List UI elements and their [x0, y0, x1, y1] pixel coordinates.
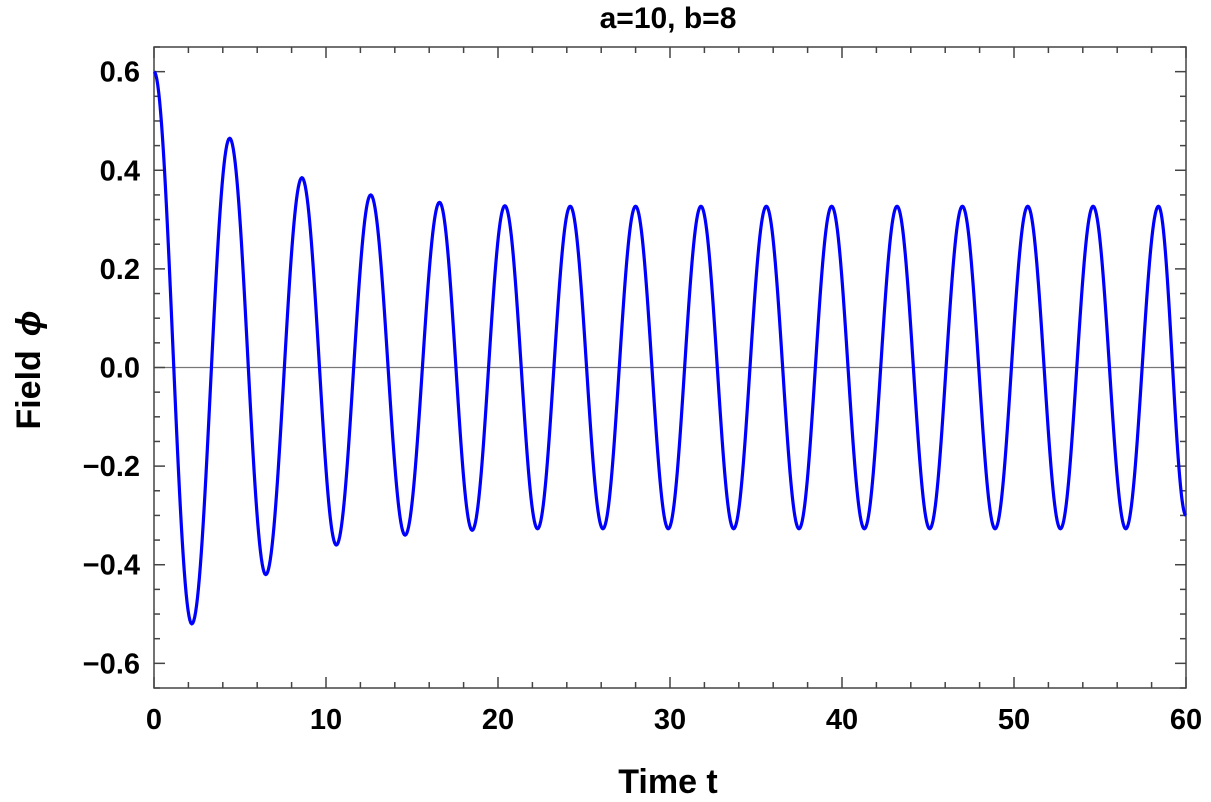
series-layer — [152, 70, 1187, 626]
series-line — [152, 70, 1187, 626]
tick-labels: 0 10 20 30 40 50 60 −0.6 −0.4 −0.2 0.0 0.2 0.4 0.6 — [83, 57, 1202, 736]
y-tick-label: 0.4 — [100, 155, 140, 187]
x-tick-label: 50 — [998, 704, 1030, 736]
y-tick-label: −0.4 — [83, 550, 140, 582]
x-axis-title: Time t — [618, 763, 718, 801]
x-tick-label: 0 — [146, 704, 162, 736]
y-tick-label: 0.2 — [100, 254, 140, 286]
x-tick-label: 40 — [826, 704, 858, 736]
y-axis-title-symbol: ϕ — [10, 310, 48, 336]
y-tick-label: −0.2 — [83, 451, 140, 483]
y-axis-title-text: Field — [10, 350, 48, 429]
chart-title: a=10, b=8 — [600, 2, 737, 35]
x-tick-label: 60 — [1170, 704, 1202, 736]
x-tick-label: 20 — [482, 704, 514, 736]
tick-marks — [153, 46, 1187, 689]
y-tick-label: 0.0 — [100, 353, 140, 385]
y-tick-label: 0.6 — [100, 57, 140, 89]
x-tick-label: 30 — [654, 704, 686, 736]
y-axis-title: Field ϕ — [10, 310, 48, 429]
x-tick-label: 10 — [310, 704, 342, 736]
y-tick-label: −0.6 — [83, 648, 140, 680]
